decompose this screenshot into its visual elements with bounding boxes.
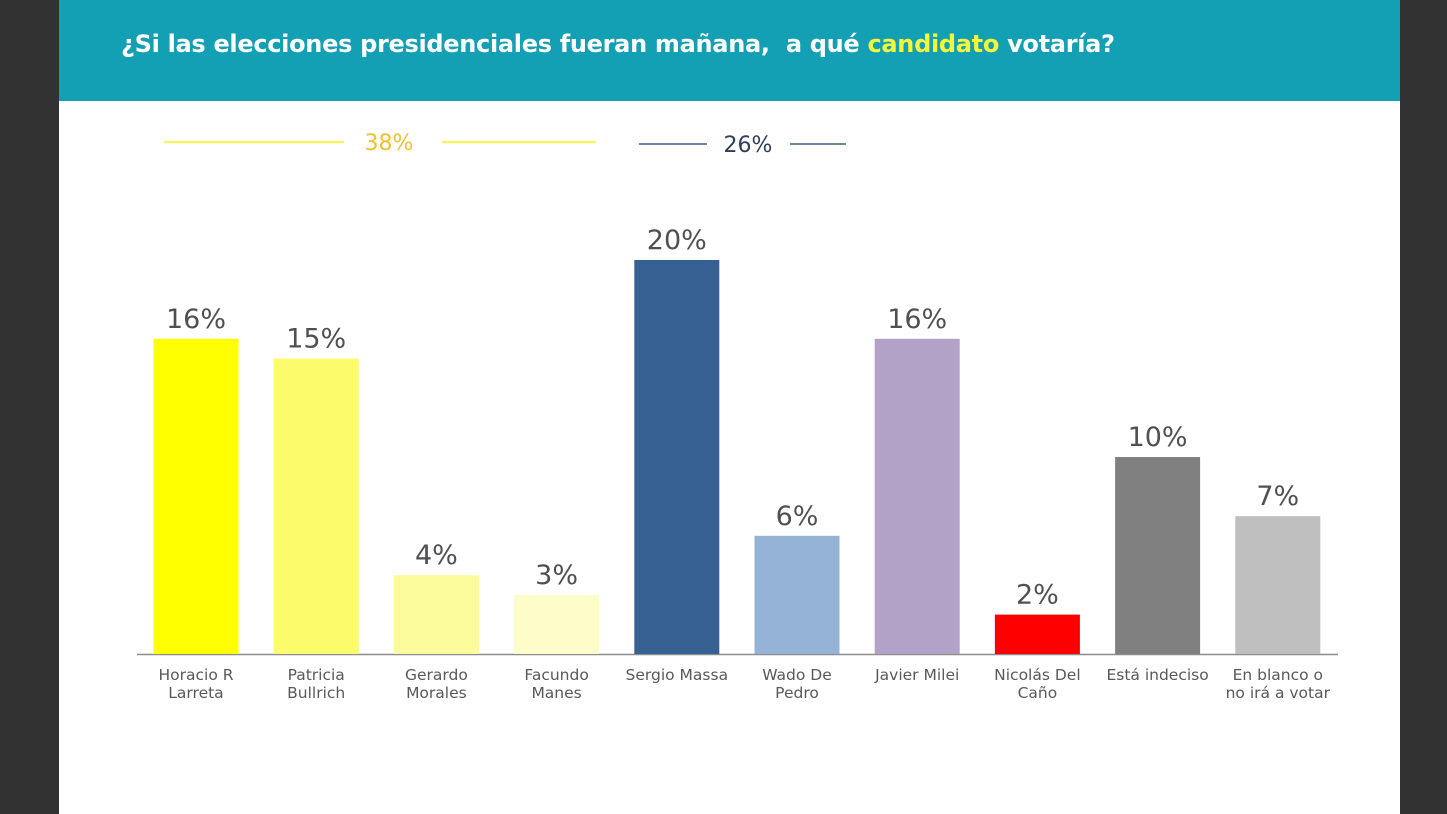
category-label-6-0: Javier Milei (874, 666, 959, 684)
slide: ¿Si las elecciones presidenciales fueran… (59, 0, 1400, 814)
category-label-8-0: Está indeciso (1106, 666, 1208, 684)
bar-0 (153, 338, 239, 654)
bar-7 (994, 614, 1080, 654)
title-part-1: ¿Si las elecciones presidenciales fueran… (121, 30, 868, 58)
category-label-7-0: Nicolás Del (994, 666, 1081, 684)
category-label-5-1: Pedro (775, 684, 819, 702)
category-label-3-1: Manes (531, 684, 581, 702)
category-label-1-0: Patricia (288, 666, 345, 684)
category-label-7-1: Caño (1018, 684, 1058, 702)
chart-title: ¿Si las elecciones presidenciales fueran… (121, 30, 1115, 58)
bar-6 (874, 338, 960, 654)
category-label-1-1: Bullrich (287, 684, 345, 702)
bar-2 (393, 575, 479, 654)
title-part-2: votaría? (999, 30, 1115, 58)
value-label-1: 15% (286, 324, 346, 355)
category-label-9-1: no irá a votar (1226, 684, 1331, 702)
value-label-8: 10% (1128, 422, 1188, 453)
category-label-2-0: Gerardo (405, 666, 468, 684)
bar-9 (1235, 516, 1321, 654)
group-total-1: 26% (724, 133, 773, 158)
bar-3 (514, 594, 600, 654)
value-label-5: 6% (776, 501, 819, 532)
category-label-9-0: En blanco o (1233, 666, 1323, 684)
value-label-7: 2% (1016, 580, 1059, 611)
group-total-0: 38% (365, 131, 414, 156)
bar-5 (754, 535, 840, 654)
category-label-2-1: Morales (406, 684, 467, 702)
category-label-4-0: Sergio Massa (626, 666, 729, 684)
value-label-4: 20% (647, 225, 707, 256)
category-label-0-1: Larreta (168, 684, 223, 702)
value-label-0: 16% (166, 304, 226, 335)
header-band: ¿Si las elecciones presidenciales fueran… (59, 0, 1400, 101)
title-highlight: candidato (867, 30, 1000, 58)
value-label-3: 3% (535, 560, 578, 591)
category-label-5-0: Wado De (762, 666, 832, 684)
bar-8 (1115, 457, 1201, 654)
value-label-9: 7% (1256, 481, 1299, 512)
category-label-3-0: Facundo (524, 666, 588, 684)
bar-4 (634, 260, 720, 654)
bar-1 (273, 358, 359, 654)
category-label-0-0: Horacio R (158, 666, 233, 684)
value-label-6: 16% (887, 304, 947, 335)
value-label-2: 4% (415, 540, 458, 571)
